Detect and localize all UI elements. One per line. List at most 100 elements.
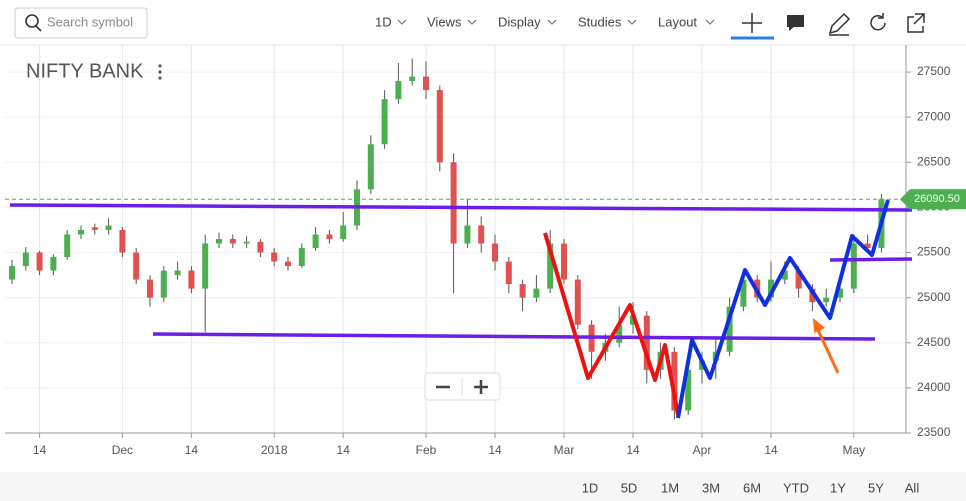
- candle-body: [781, 270, 788, 280]
- candle-body: [450, 162, 457, 244]
- y-tick-label: 23500: [917, 425, 951, 439]
- arrow-head: [813, 318, 825, 333]
- candle-body: [229, 239, 236, 244]
- trend-line: [829, 257, 913, 262]
- menu-interval[interactable]: 1D: [375, 14, 392, 29]
- y-tick-label: 24000: [917, 380, 951, 394]
- candle-body: [574, 279, 581, 325]
- candle-body: [22, 252, 29, 267]
- range-button[interactable]: 1Y: [830, 480, 846, 495]
- candle-body: [50, 257, 57, 271]
- x-tick-label: Feb: [416, 443, 437, 457]
- candle-body: [119, 229, 126, 253]
- candle-body: [133, 252, 140, 280]
- title-menu[interactable]: [158, 64, 162, 80]
- candle-body: [547, 243, 554, 289]
- candle-body: [726, 306, 733, 352]
- candle-body: [64, 234, 71, 258]
- candle-body: [436, 90, 443, 163]
- range-button[interactable]: YTD: [783, 480, 809, 495]
- candle-body: [616, 324, 623, 343]
- candle-body: [823, 297, 830, 303]
- x-tick-label: 2018: [261, 443, 288, 457]
- x-tick-label: Dec: [112, 443, 133, 457]
- last-price-label: 26090.50: [914, 193, 960, 205]
- search-placeholder: Search symbol: [47, 14, 133, 29]
- candle-body: [160, 270, 167, 298]
- candle-body: [298, 248, 305, 267]
- candle-body: [864, 243, 871, 249]
- candle-body: [561, 243, 567, 280]
- range-button[interactable]: 6M: [743, 480, 761, 495]
- candle-body: [409, 76, 416, 82]
- y-tick-label: 27000: [917, 109, 951, 123]
- drawings: [9, 199, 913, 419]
- candle-body: [850, 243, 857, 289]
- range-button[interactable]: 5Y: [868, 480, 884, 495]
- candle-body: [395, 81, 402, 100]
- candle-body: [478, 225, 485, 244]
- x-tick-label: 14: [337, 443, 351, 457]
- search-icon-handle: [35, 25, 42, 32]
- candle-body: [340, 225, 347, 239]
- candle-body: [202, 243, 209, 289]
- last-price-tag: [900, 189, 966, 210]
- candle-body: [643, 315, 650, 370]
- candle-body: [837, 288, 843, 298]
- chevron: [705, 19, 715, 25]
- menu-views[interactable]: Views: [427, 14, 462, 29]
- x-tick-label: 14: [764, 443, 778, 457]
- search-box[interactable]: [14, 7, 148, 39]
- trend-line: [9, 203, 913, 212]
- candle-body: [36, 252, 43, 271]
- y-tick-label: 25500: [917, 245, 951, 259]
- range-button[interactable]: 1M: [661, 480, 679, 495]
- candle-body: [9, 266, 15, 280]
- candle-body: [768, 279, 774, 298]
- arrow: [816, 329, 840, 374]
- candle-body: [795, 270, 802, 289]
- candle-body: [312, 234, 319, 249]
- x-tick-label: 14: [626, 443, 640, 457]
- trend-line: [152, 332, 876, 341]
- menu-display[interactable]: Display: [498, 14, 541, 29]
- blue-wave: [676, 199, 890, 419]
- range-button[interactable]: 1D: [582, 480, 599, 495]
- candle-body: [105, 225, 112, 230]
- candle-body: [285, 261, 291, 267]
- candle-body: [685, 369, 692, 411]
- chevron: [627, 19, 637, 25]
- candle-body: [809, 288, 816, 303]
- candle-body: [423, 76, 429, 91]
- range-bar: [0, 472, 966, 501]
- x-tick-label: 14: [488, 443, 502, 457]
- chevron: [547, 19, 557, 25]
- menu-layout[interactable]: Layout: [658, 14, 697, 29]
- red-wave: [543, 232, 680, 416]
- candle-body: [188, 270, 195, 289]
- refresh-icon[interactable]: [870, 15, 886, 31]
- menu-studies[interactable]: Studies: [578, 14, 622, 29]
- range-button[interactable]: 3M: [702, 480, 720, 495]
- popout-icon[interactable]: [907, 13, 925, 33]
- x-tick-label: Apr: [693, 443, 712, 457]
- candle-body: [243, 241, 250, 244]
- comment-icon[interactable]: [787, 15, 804, 31]
- x-tick-label: May: [842, 443, 865, 457]
- range-button[interactable]: All: [905, 480, 920, 495]
- candle-body: [326, 234, 333, 239]
- x-tick-label: 14: [33, 443, 47, 457]
- candle-body: [147, 279, 153, 298]
- search-icon: [25, 14, 39, 28]
- chevron: [397, 19, 407, 25]
- refresh-arrow: [878, 13, 884, 19]
- candle-body: [257, 241, 264, 253]
- range-button[interactable]: 5D: [621, 480, 638, 495]
- candle-body: [740, 279, 747, 307]
- chart-title: NIFTY BANK: [26, 60, 144, 82]
- candle-body: [381, 99, 388, 145]
- y-tick-label: 26500: [917, 154, 951, 168]
- draw-icon[interactable]: [828, 12, 851, 36]
- candle-body: [505, 261, 512, 285]
